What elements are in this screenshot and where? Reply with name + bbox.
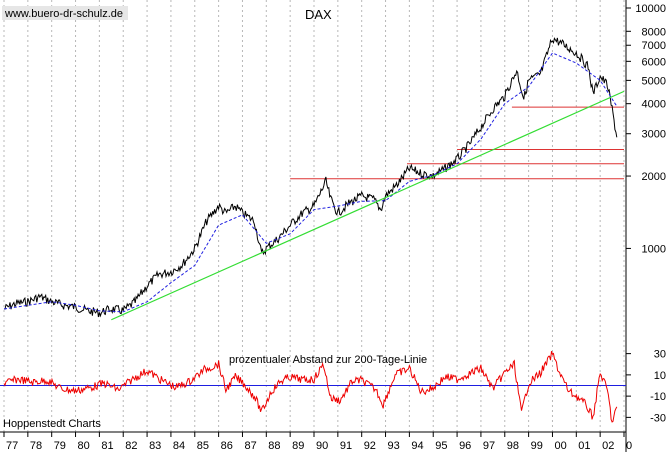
x-tick-label: 98 bbox=[507, 440, 519, 452]
trend-line bbox=[111, 90, 625, 321]
support-lines bbox=[0, 106, 626, 386]
x-tick-label: 79 bbox=[54, 440, 66, 452]
x-axis-ticks: 77 78 79 80 81 82 83 84 85 86 87 88 89 90 91 92 93 94 95 96… bbox=[3, 432, 632, 452]
year-grid bbox=[3, 0, 625, 432]
x-tick-label: 88 bbox=[268, 440, 280, 452]
y-tick-label: 8000 bbox=[642, 26, 666, 38]
x-tick-label: 00 bbox=[554, 440, 566, 452]
x-tick-label: 95 bbox=[435, 440, 447, 452]
source-credit: Hoppenstedt Charts bbox=[3, 418, 101, 430]
osc-y-tick-label: 10 bbox=[654, 370, 666, 382]
x-tick-label: 96 bbox=[459, 440, 471, 452]
x-tick-label: 89 bbox=[292, 440, 304, 452]
x-tick-label: 85 bbox=[197, 440, 209, 452]
y-tick-label: 3000 bbox=[642, 129, 666, 141]
x-tick-label: 80 bbox=[78, 440, 90, 452]
x-tick-label: 82 bbox=[125, 440, 137, 452]
x-tick-label: 93 bbox=[388, 440, 400, 452]
y-tick-label: 6000 bbox=[642, 56, 666, 68]
oscillator-label: prozentualer Abstand zur 200-Tage-Linie bbox=[229, 354, 427, 366]
x-tick-label: 92 bbox=[364, 440, 376, 452]
y-axis-ticks: 10000 8000 7000 6000 5000 4000 3000 2000 1000 30 1… bbox=[626, 3, 666, 424]
x-tick-label: 86 bbox=[221, 440, 233, 452]
y-tick-label: 10000 bbox=[635, 3, 666, 15]
dax-price-line bbox=[3, 37, 618, 318]
x-tick-label: 02 bbox=[602, 440, 614, 452]
x-tick-label: 97 bbox=[483, 440, 495, 452]
osc-y-tick-label: -10 bbox=[650, 391, 666, 403]
x-tick-label: 01 bbox=[578, 440, 590, 452]
y-tick-label: 7000 bbox=[642, 40, 666, 52]
watermark-box bbox=[2, 6, 128, 20]
osc-y-tick-label: -30 bbox=[650, 412, 666, 424]
series-layer bbox=[3, 37, 625, 423]
x-tick-label: 0 bbox=[626, 440, 632, 452]
chart-title: DAX bbox=[305, 7, 332, 22]
x-tick-label: 87 bbox=[244, 440, 256, 452]
x-tick-label: 77 bbox=[6, 440, 18, 452]
x-tick-label: 91 bbox=[340, 440, 352, 452]
x-tick-label: 78 bbox=[30, 440, 42, 452]
x-tick-label: 81 bbox=[101, 440, 113, 452]
moving-average-line bbox=[3, 52, 618, 313]
x-tick-label: 90 bbox=[316, 440, 328, 452]
x-tick-label: 83 bbox=[149, 440, 161, 452]
x-tick-label: 84 bbox=[173, 440, 185, 452]
y-tick-label: 2000 bbox=[642, 171, 666, 183]
y-tick-label: 4000 bbox=[642, 99, 666, 111]
y-tick-label: 5000 bbox=[642, 75, 666, 87]
oscillator-line bbox=[3, 351, 618, 423]
x-tick-label: 99 bbox=[531, 440, 543, 452]
x-tick-label: 94 bbox=[411, 440, 423, 452]
y-tick-label: 1000 bbox=[642, 243, 666, 255]
osc-y-tick-label: 30 bbox=[654, 349, 666, 361]
watermark[interactable]: www.buero-dr-schulz.de bbox=[4, 8, 123, 20]
